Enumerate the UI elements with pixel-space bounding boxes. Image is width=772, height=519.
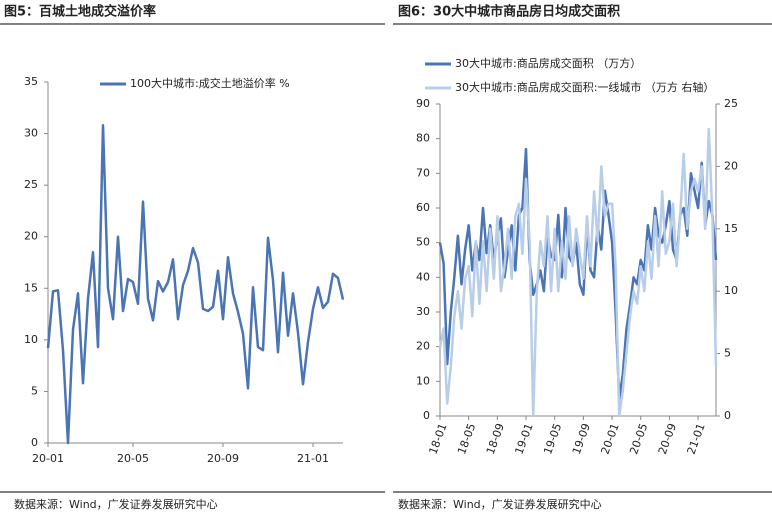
y-tick-label: 30 bbox=[24, 127, 38, 140]
y-tick-label: 0 bbox=[31, 436, 38, 449]
y-tick-label: 40 bbox=[416, 270, 430, 283]
y-tick-label: 10 bbox=[24, 333, 38, 346]
y2-tick-label: 0 bbox=[724, 409, 731, 422]
x-tick-label: 19-01 bbox=[513, 422, 536, 456]
x-tick-label: 20-05 bbox=[627, 422, 650, 456]
x-tick-label: 18-09 bbox=[484, 422, 507, 456]
x-tick-label: 20-09 bbox=[656, 422, 679, 456]
x-tick-label: 21-01 bbox=[297, 452, 329, 465]
y-tick-label: 60 bbox=[416, 201, 430, 214]
y-tick-label: 10 bbox=[416, 374, 430, 387]
y-tick-label: 80 bbox=[416, 132, 430, 145]
y-tick-label: 90 bbox=[416, 97, 430, 110]
y-tick-label: 35 bbox=[24, 75, 38, 88]
y2-tick-label: 20 bbox=[724, 159, 738, 172]
y-tick-label: 70 bbox=[416, 166, 430, 179]
y2-tick-label: 5 bbox=[724, 347, 731, 360]
source: 数据来源：Wind，广发证券发展研究中心 bbox=[14, 497, 218, 511]
y-tick-label: 20 bbox=[24, 230, 38, 243]
y2-tick-label: 25 bbox=[724, 97, 738, 110]
x-tick-label: 20-05 bbox=[117, 452, 149, 465]
legend-label: 30大中城市:商品房成交面积:一线城市 （万方 右轴） bbox=[455, 80, 714, 94]
y-tick-label: 25 bbox=[24, 178, 38, 191]
series-line bbox=[438, 147, 718, 400]
y-tick-label: 30 bbox=[416, 305, 430, 318]
series-line bbox=[46, 124, 345, 445]
y-tick-label: 15 bbox=[24, 281, 38, 294]
x-tick-label: 18-05 bbox=[455, 422, 478, 456]
x-tick-label: 20-09 bbox=[207, 452, 239, 465]
x-tick-label: 19-09 bbox=[570, 422, 593, 456]
y-tick-label: 50 bbox=[416, 236, 430, 249]
legend-label: 100大中城市:成交土地溢价率 % bbox=[130, 76, 290, 90]
series-line bbox=[438, 127, 718, 418]
legend-label: 30大中城市:商品房成交面积 （万方） bbox=[455, 56, 641, 70]
x-tick-label: 20-01 bbox=[599, 422, 622, 456]
x-tick-label: 18-01 bbox=[426, 422, 449, 456]
y2-tick-label: 15 bbox=[724, 222, 738, 235]
y-tick-label: 5 bbox=[31, 384, 38, 397]
y-tick-label: 0 bbox=[423, 409, 430, 422]
x-tick-label: 20-01 bbox=[32, 452, 64, 465]
chart-title: 图6：30大中城市商品房日均成交面积 bbox=[398, 4, 620, 20]
source: 数据来源：Wind，广发证券发展研究中心 bbox=[398, 497, 602, 511]
chart-title: 图5：百城土地成交溢价率 bbox=[4, 4, 156, 20]
y2-tick-label: 10 bbox=[724, 284, 738, 297]
x-tick-label: 21-01 bbox=[685, 422, 708, 456]
y-tick-label: 20 bbox=[416, 340, 430, 353]
x-tick-label: 19-05 bbox=[541, 422, 564, 456]
